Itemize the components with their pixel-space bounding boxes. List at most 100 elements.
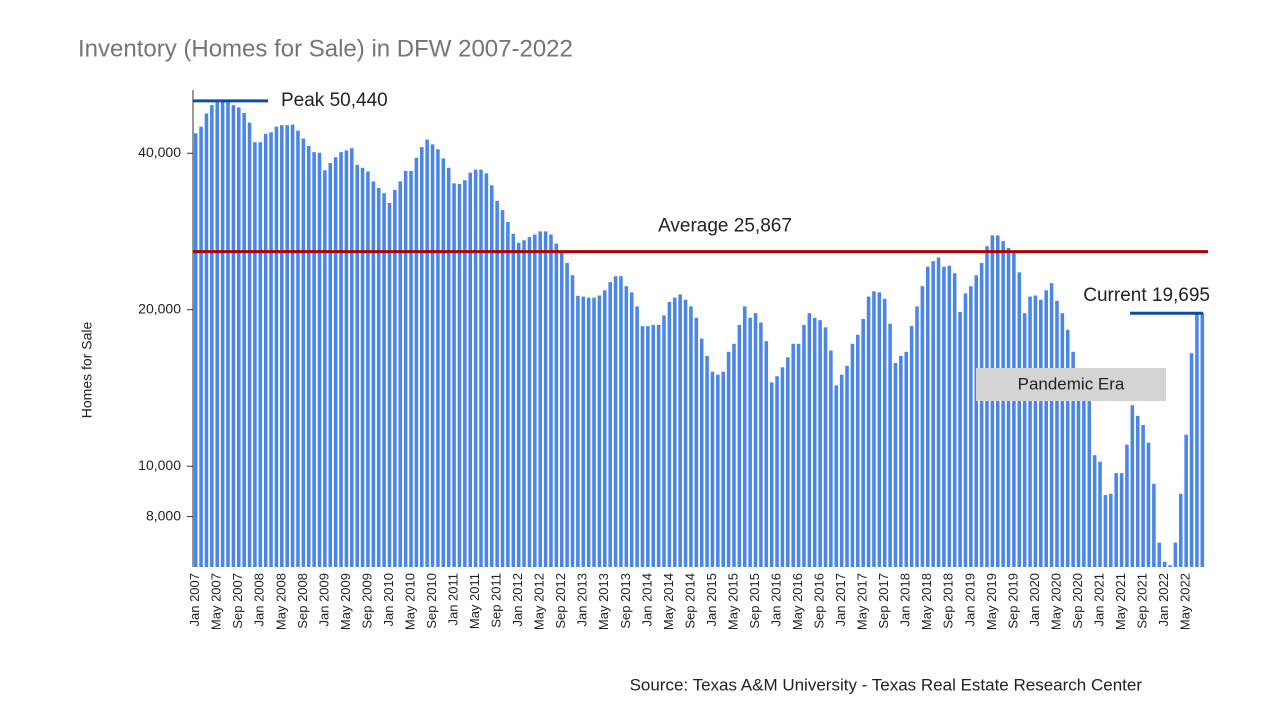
bar xyxy=(689,306,693,567)
bar xyxy=(845,365,849,567)
bar xyxy=(742,306,747,567)
bar xyxy=(656,324,661,567)
bar xyxy=(554,243,559,568)
bar xyxy=(339,152,343,567)
bar xyxy=(1184,434,1188,567)
bar xyxy=(559,251,564,567)
bar xyxy=(629,292,634,567)
bar xyxy=(1087,398,1092,567)
x-tick-label: Sep 2014 xyxy=(682,573,697,629)
bar xyxy=(662,315,666,567)
bar xyxy=(489,185,494,567)
bar xyxy=(775,376,779,567)
bar xyxy=(452,183,456,567)
x-tick-label: Sep 2009 xyxy=(359,573,374,629)
x-tick-label: Sep 2013 xyxy=(618,573,633,629)
bar xyxy=(732,343,736,567)
bar xyxy=(839,374,844,567)
bar xyxy=(1189,353,1194,567)
bar xyxy=(651,324,656,567)
bar xyxy=(872,291,876,567)
y-axis-label: Homes for Sale xyxy=(79,322,95,419)
bar xyxy=(215,102,219,567)
bar xyxy=(802,324,806,567)
bar xyxy=(861,318,865,567)
bar xyxy=(1168,565,1172,567)
x-tick-label: Jan 2015 xyxy=(704,573,719,627)
region-label: Pandemic Era xyxy=(1018,374,1125,393)
bar xyxy=(979,262,984,567)
bar xyxy=(1098,461,1102,567)
bar xyxy=(877,292,882,567)
bar xyxy=(635,306,639,567)
bar xyxy=(812,317,817,567)
bar xyxy=(1028,296,1032,567)
bar xyxy=(355,164,359,568)
bar xyxy=(866,296,871,567)
bar xyxy=(538,231,542,567)
x-tick-label: Sep 2011 xyxy=(489,573,504,628)
bar xyxy=(199,126,203,567)
x-tick-label: May 2020 xyxy=(1048,573,1063,630)
bar xyxy=(247,122,252,568)
x-tick-label: Sep 2018 xyxy=(941,573,956,629)
bar xyxy=(269,132,273,567)
bar xyxy=(414,157,419,567)
bar xyxy=(1200,313,1205,567)
bar xyxy=(850,343,855,567)
bar xyxy=(856,334,860,567)
bar xyxy=(926,266,930,567)
bar xyxy=(1179,493,1183,567)
bar xyxy=(678,294,682,567)
x-tick-label: Jan 2007 xyxy=(187,573,202,627)
x-tick-label: Sep 2016 xyxy=(812,573,827,629)
bar xyxy=(457,184,462,568)
x-tick-label: Jan 2011 xyxy=(446,573,461,626)
bar xyxy=(522,240,526,568)
bar xyxy=(786,357,790,567)
x-tick-label: May 2016 xyxy=(790,573,805,630)
bar xyxy=(366,171,370,567)
region-box xyxy=(976,368,1166,401)
bar xyxy=(915,306,919,567)
x-tick-label: Sep 2008 xyxy=(295,573,310,629)
bar xyxy=(1017,272,1022,567)
bar xyxy=(780,367,785,567)
x-tick-label: Sep 2020 xyxy=(1070,573,1085,629)
bar xyxy=(387,202,392,567)
bar xyxy=(468,172,472,567)
bar xyxy=(376,187,381,567)
bar xyxy=(834,385,839,567)
bar xyxy=(1076,368,1081,567)
bar xyxy=(791,343,795,567)
bar xyxy=(301,138,306,567)
x-tick-label: Jan 2008 xyxy=(252,573,267,627)
bar xyxy=(403,170,408,567)
y-tick-label: 10,000 xyxy=(138,457,181,473)
bar xyxy=(306,146,311,568)
bar xyxy=(323,170,327,568)
bar xyxy=(893,362,898,567)
bar xyxy=(909,326,914,567)
x-tick-label: May 2012 xyxy=(532,573,547,630)
bar xyxy=(990,235,995,568)
bar xyxy=(1103,495,1108,567)
x-tick-label: May 2014 xyxy=(661,573,676,630)
x-tick-label: Sep 2021 xyxy=(1135,573,1150,629)
bar xyxy=(769,382,774,567)
bar xyxy=(495,200,499,567)
bar xyxy=(904,351,909,567)
bar xyxy=(371,181,376,567)
x-tick-label: May 2007 xyxy=(209,573,224,630)
bar xyxy=(1135,415,1140,567)
bar xyxy=(646,326,650,567)
bar xyxy=(726,351,731,567)
bar xyxy=(1119,473,1124,567)
bar xyxy=(204,113,209,567)
bar xyxy=(969,286,973,567)
bar xyxy=(242,113,246,567)
bar xyxy=(317,152,322,567)
x-tick-label: Jan 2012 xyxy=(510,573,525,627)
y-tick-label: 20,000 xyxy=(138,300,181,316)
